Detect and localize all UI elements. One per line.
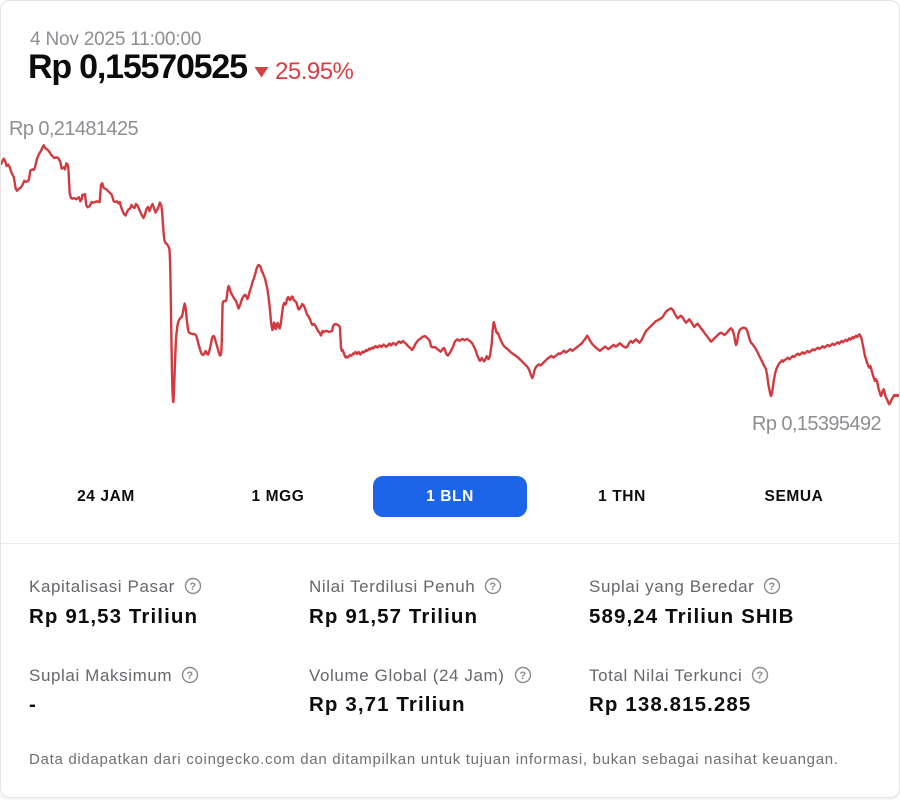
- svg-text:?: ?: [189, 581, 196, 593]
- svg-text:?: ?: [757, 670, 764, 682]
- svg-text:?: ?: [186, 670, 193, 682]
- svg-text:?: ?: [519, 670, 526, 682]
- svg-text:?: ?: [769, 581, 776, 593]
- svg-text:?: ?: [490, 581, 497, 593]
